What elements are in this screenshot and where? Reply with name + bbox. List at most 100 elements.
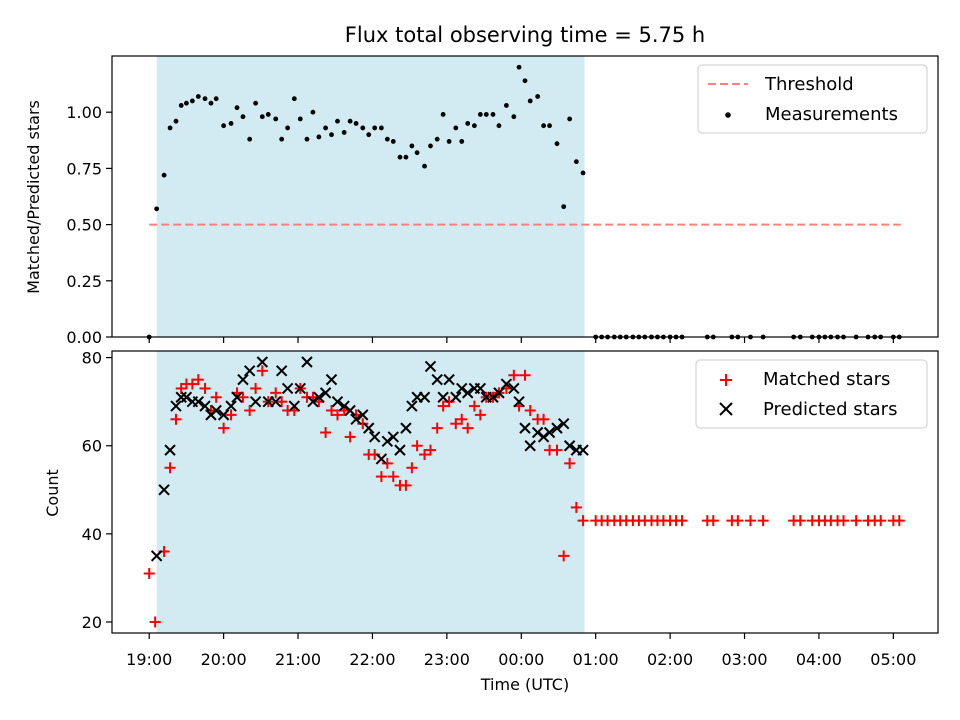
measurement-point (234, 105, 240, 111)
predicted-star-point (180, 391, 193, 403)
predicted-star-point (456, 382, 468, 395)
measurement-point (259, 114, 265, 120)
matched-star-point (732, 515, 744, 527)
predicted-star-point (406, 400, 418, 412)
legend-predicted-swatch (719, 402, 733, 416)
measurement-point (409, 143, 415, 149)
predicted-star-point (210, 404, 222, 417)
matched-star-point (170, 413, 182, 425)
measurement-point (173, 118, 179, 124)
matched-star-point (199, 382, 211, 394)
measurement-point (323, 125, 328, 131)
predicted-star-point (363, 422, 375, 434)
matched-star-point (411, 440, 423, 452)
matched-star-point (757, 515, 769, 527)
measurement-point (329, 132, 334, 138)
legend-matched-label: Matched stars (763, 369, 890, 390)
predicted-star-point (418, 391, 431, 403)
measurement-point (554, 141, 560, 147)
predicted-star-point (170, 400, 182, 412)
predicted-star-point (175, 391, 187, 403)
predicted-star-point (487, 391, 499, 403)
predicted-star-point (543, 426, 556, 439)
matched-star-point (794, 515, 806, 527)
predicted-star-point (150, 550, 163, 562)
measurement-point (335, 118, 340, 124)
predicted-star-point (270, 395, 282, 408)
top-axes-frame (111, 55, 939, 338)
bottom-shaded-region (156, 351, 585, 633)
x-tick-label: 04:00 (796, 650, 842, 669)
predicted-star-point (301, 356, 313, 368)
measurement-point (390, 139, 396, 144)
matched-star-point (707, 515, 719, 527)
measurement-point (347, 118, 353, 124)
predicted-star-point (231, 391, 243, 403)
predicted-star-point (375, 453, 388, 465)
bottom-predicted-stars (150, 356, 589, 562)
predicted-star-point (394, 444, 406, 456)
predicted-star-point (450, 391, 462, 403)
matched-star-point (210, 391, 222, 403)
matched-star-point (577, 515, 589, 527)
matched-star-point (256, 365, 268, 377)
matched-star-point (468, 400, 480, 412)
predicted-star-point (513, 395, 525, 408)
predicted-star-point (519, 422, 531, 434)
matched-star-point (875, 515, 887, 527)
predicted-star-point (237, 373, 249, 386)
chart-title: Flux total observing time = 5.75 h (345, 23, 705, 47)
measurement-point (522, 78, 528, 84)
predicted-star-point (192, 395, 205, 408)
measurement-point (228, 121, 234, 126)
top-y-label: Matched/Predicted stars (24, 100, 43, 294)
measurement-point (279, 136, 285, 142)
measurement-point (378, 125, 384, 131)
measurement-point (273, 116, 279, 122)
measurement-point (265, 112, 271, 117)
predicted-star-point (350, 413, 362, 426)
predicted-star-point (158, 484, 170, 496)
x-tick-label: 22:00 (349, 650, 395, 669)
y-tick-label: 40 (82, 525, 102, 544)
x-tick-label: 23:00 (424, 650, 470, 669)
measurement-point (304, 136, 310, 142)
predicted-star-point (424, 360, 437, 373)
matched-star-point (744, 515, 756, 527)
predicted-star-point (551, 422, 563, 434)
y-tick-label: 20 (82, 613, 102, 632)
x-tick-label: 20:00 (201, 650, 247, 669)
measurement-point (434, 136, 440, 142)
measurement-point (310, 109, 316, 115)
matched-star-point (400, 479, 412, 491)
measurement-point (477, 112, 483, 117)
measurement-point (372, 125, 378, 131)
matched-star-point (837, 515, 849, 527)
predicted-star-point (577, 444, 589, 456)
matched-star-point (225, 409, 237, 421)
y-tick-label: 0.75 (66, 159, 102, 178)
measurement-point (161, 172, 167, 178)
matched-star-point (344, 431, 356, 443)
measurement-point (366, 132, 372, 138)
predicted-star-point (474, 382, 487, 395)
measurement-point (471, 123, 477, 129)
predicted-star-point (164, 444, 176, 456)
predicted-star-point (461, 387, 474, 399)
bottom-axes-frame (111, 350, 939, 634)
matched-star-point (149, 616, 161, 628)
bottom-y-axis: 20 40 60 80 (82, 349, 112, 632)
measurement-point (483, 112, 489, 117)
measurement-point (384, 136, 390, 142)
legend-predicted-label: Predicted stars (763, 399, 897, 420)
top-panel: 0.00 0.25 0.50 0.75 1.00 Matched/Predicted s… (24, 55, 939, 347)
x-tick-label: 02:00 (647, 650, 693, 669)
measurement-point (440, 112, 446, 117)
measurement-point (291, 96, 297, 102)
matched-star-point (326, 404, 338, 416)
legend-threshold-label: Threshold (764, 74, 854, 95)
measurement-point (453, 125, 459, 131)
measurement-point (154, 206, 160, 212)
matched-star-point (431, 422, 443, 434)
predicted-star-point (437, 391, 449, 403)
